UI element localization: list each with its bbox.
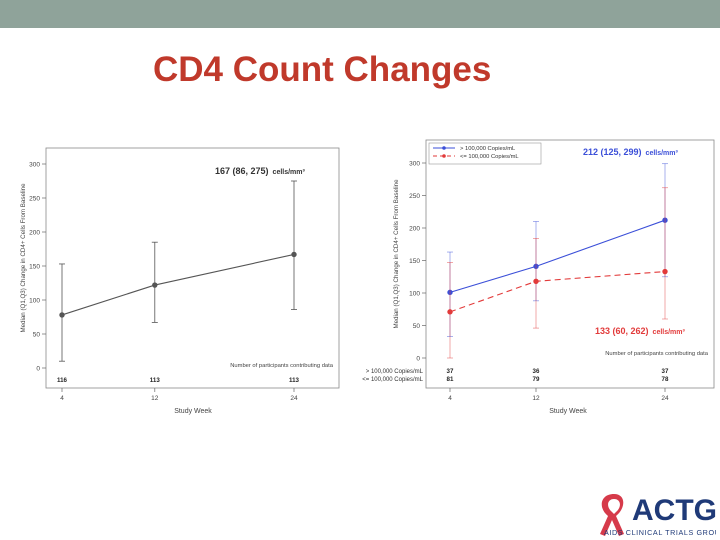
y-tick-label: 0 bbox=[36, 366, 40, 373]
annotation-unit: cells/mm³ bbox=[273, 169, 306, 176]
annotation-value: 212 (125, 299) bbox=[583, 147, 642, 157]
data-point bbox=[447, 289, 453, 296]
logo-name: ACTG bbox=[632, 494, 716, 527]
annotation-high-viral-load: 212 (125, 299) cells/mm³ bbox=[583, 147, 679, 157]
plot-frame bbox=[45, 147, 340, 389]
x-tick-label: 12 bbox=[151, 395, 159, 402]
y-tick-label: 100 bbox=[29, 298, 40, 305]
count-value: 78 bbox=[662, 376, 669, 383]
y-tick-label: 50 bbox=[413, 323, 421, 330]
count-value: 36 bbox=[533, 368, 540, 375]
x-axis-label: Study Week bbox=[549, 408, 587, 415]
x-tick-label: 4 bbox=[60, 395, 64, 402]
count-value: 81 bbox=[447, 376, 454, 383]
count-value: 37 bbox=[662, 368, 669, 375]
x-tick-label: 24 bbox=[290, 395, 298, 402]
data-point bbox=[152, 282, 158, 288]
y-axis-label: Median (Q1,Q3) Change in CD4+ Cells From… bbox=[20, 183, 27, 333]
series-line bbox=[449, 271, 666, 313]
counts-title: Number of participants contributing data bbox=[605, 351, 709, 357]
y-tick-label: 150 bbox=[409, 258, 420, 265]
legend-marker bbox=[442, 146, 446, 150]
y-tick-label: 150 bbox=[29, 264, 40, 271]
series-line bbox=[449, 219, 666, 293]
plot-frame bbox=[425, 139, 715, 389]
legend-label: > 100,000 Copies/mL bbox=[460, 146, 516, 152]
count-value: 37 bbox=[447, 368, 454, 375]
annotation-value: 133 (60, 262) bbox=[595, 326, 649, 336]
y-tick-label: 0 bbox=[416, 356, 420, 363]
counts-row-label: <= 100,000 Copies/mL bbox=[362, 377, 423, 383]
legend-marker bbox=[442, 154, 446, 158]
annotation-overall: 167 (86, 275) cells/mm³ bbox=[215, 166, 306, 176]
legend-label: <= 100,000 Copies/mL bbox=[460, 154, 519, 160]
y-tick-label: 250 bbox=[409, 193, 420, 200]
actg-logo: ACTG AIDS CLINICAL TRIALS GROUP bbox=[600, 494, 716, 537]
annotation-value: 167 (86, 275) bbox=[215, 166, 269, 176]
y-tick-label: 300 bbox=[409, 161, 420, 168]
y-axis-label: Median (Q1,Q3) Change in CD4+ Cells From… bbox=[393, 179, 400, 329]
data-point bbox=[291, 251, 297, 258]
data-point bbox=[533, 263, 539, 270]
slide-title: CD4 Count Changes bbox=[153, 50, 492, 89]
annotation-unit: cells/mm³ bbox=[646, 150, 679, 157]
top-bar bbox=[0, 0, 720, 28]
annotation-unit: cells/mm³ bbox=[653, 329, 686, 336]
y-tick-label: 250 bbox=[29, 196, 40, 203]
y-tick-label: 200 bbox=[29, 230, 40, 237]
legend: > 100,000 Copies/mL <= 100,000 Copies/mL bbox=[428, 142, 542, 165]
data-point bbox=[59, 312, 65, 318]
data-point bbox=[447, 309, 453, 315]
y-tick-label: 300 bbox=[29, 162, 40, 169]
x-tick-label: 4 bbox=[448, 395, 452, 402]
annotation-low-viral-load: 133 (60, 262) cells/mm³ bbox=[595, 326, 686, 336]
counts-row-label: > 100,000 Copies/mL bbox=[366, 369, 424, 375]
x-tick-label: 12 bbox=[532, 395, 540, 402]
x-tick-label: 24 bbox=[661, 395, 669, 402]
series-line bbox=[61, 253, 295, 316]
logo-subtitle: AIDS CLINICAL TRIALS GROUP bbox=[604, 528, 716, 537]
count-value: 113 bbox=[289, 377, 300, 384]
y-tick-label: 100 bbox=[409, 291, 420, 298]
data-point bbox=[662, 268, 668, 275]
y-tick-label: 50 bbox=[33, 332, 41, 339]
x-axis-label: Study Week bbox=[174, 408, 212, 415]
count-value: 116 bbox=[57, 377, 68, 384]
y-tick-label: 200 bbox=[409, 226, 420, 233]
legend-box bbox=[428, 142, 542, 165]
data-point bbox=[662, 217, 668, 223]
ribbon-icon bbox=[600, 494, 624, 536]
data-point bbox=[533, 278, 539, 284]
counts-title: Number of participants contributing data bbox=[230, 363, 334, 369]
count-value: 79 bbox=[533, 376, 540, 383]
count-value: 113 bbox=[150, 377, 161, 384]
